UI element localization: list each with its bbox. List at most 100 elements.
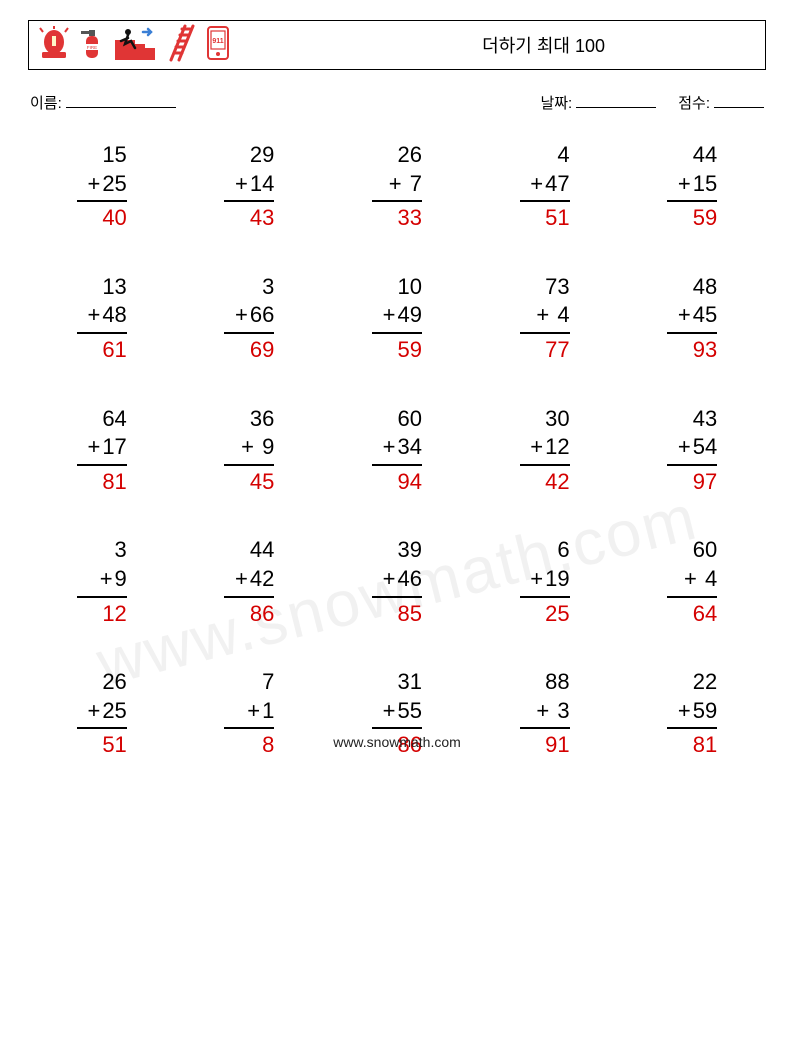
problem: 48+4593: [667, 273, 717, 365]
problem: 39+4685: [372, 536, 422, 628]
problem-cell: 39+4685: [323, 536, 471, 628]
operand-bottom-row: + 4: [520, 301, 570, 334]
answer: 77: [545, 336, 569, 365]
operand-bottom: 54: [693, 433, 717, 462]
operand-bottom: 7: [404, 170, 422, 199]
operand-top: 60: [398, 405, 422, 434]
operand-bottom-row: +14: [224, 170, 274, 203]
answer: 45: [250, 468, 274, 497]
problem-cell: 6+1925: [471, 536, 619, 628]
operator: +: [87, 301, 100, 330]
problem: 43+5497: [667, 405, 717, 497]
operand-bottom-row: +17: [77, 433, 127, 466]
problem: 3+912: [77, 536, 127, 628]
operand-bottom-row: + 9: [224, 433, 274, 466]
operand-bottom: 55: [398, 697, 422, 726]
operand-bottom: 34: [398, 433, 422, 462]
problem: 73+ 477: [520, 273, 570, 365]
operand-bottom: 47: [545, 170, 569, 199]
operand-bottom: 25: [102, 170, 126, 199]
operand-bottom-row: +34: [372, 433, 422, 466]
problem: 26+ 733: [372, 141, 422, 233]
answer: 40: [102, 204, 126, 233]
problem-cell: 60+3494: [323, 405, 471, 497]
operand-bottom-row: +12: [520, 433, 570, 466]
operand-top: 13: [102, 273, 126, 302]
operand-top: 73: [545, 273, 569, 302]
problem-cell: 60+ 464: [618, 536, 766, 628]
problem-cell: 10+49 59: [323, 273, 471, 365]
operand-bottom-row: +46: [372, 565, 422, 598]
operator: +: [536, 697, 549, 726]
operand-bottom: 25: [102, 697, 126, 726]
problem: 10+49 59: [372, 273, 422, 365]
problem-cell: 43+5497: [618, 405, 766, 497]
answer: 33: [398, 204, 422, 233]
operator: +: [383, 433, 396, 462]
operand-top: 30: [545, 405, 569, 434]
operand-bottom: 19: [545, 565, 569, 594]
operator: +: [530, 170, 543, 199]
answer: 81: [102, 468, 126, 497]
answer: 93: [693, 336, 717, 365]
operand-top: 26: [102, 668, 126, 697]
answer: 64: [693, 600, 717, 629]
operator: +: [389, 170, 402, 199]
svg-text:FIRE: FIRE: [87, 45, 97, 50]
info-row: 이름: 날짜: 점수:: [28, 92, 766, 113]
operator: +: [87, 433, 100, 462]
problem: 15+2540: [77, 141, 127, 233]
answer: 25: [545, 600, 569, 629]
operand-top: 31: [398, 668, 422, 697]
answer: 51: [545, 204, 569, 233]
operator: +: [383, 565, 396, 594]
operand-bottom-row: +55: [372, 697, 422, 730]
operand-top: 60: [693, 536, 717, 565]
problem-cell: 73+ 477: [471, 273, 619, 365]
operator: +: [235, 170, 248, 199]
score-blank: [714, 93, 764, 108]
operand-bottom-row: +66: [224, 301, 274, 334]
operand-top: 10: [398, 273, 422, 302]
operand-top: 36: [250, 405, 274, 434]
problem-cell: 13+48 61: [28, 273, 176, 365]
problem: 13+48 61: [77, 273, 127, 365]
operand-bottom-row: +25: [77, 697, 127, 730]
alarm-icon: [39, 26, 69, 65]
operand-bottom: 48: [102, 301, 126, 330]
operand-bottom: 66: [250, 301, 274, 330]
operand-bottom-row: +9: [77, 565, 127, 598]
problem-cell: 15+2540: [28, 141, 176, 233]
answer: 12: [102, 600, 126, 629]
operator: +: [383, 301, 396, 330]
problem-cell: 44+4286: [176, 536, 324, 628]
operand-top: 3: [115, 536, 127, 565]
problem: 29+1443: [224, 141, 274, 233]
operand-bottom-row: +19: [520, 565, 570, 598]
problem: 64+1781: [77, 405, 127, 497]
operand-bottom: 42: [250, 565, 274, 594]
operator: +: [678, 170, 691, 199]
problems-grid: 15+254029+144326+ 7334+475144+155913+486…: [28, 141, 766, 760]
operand-bottom: 12: [545, 433, 569, 462]
fire-extinguisher-icon: FIRE: [79, 26, 105, 65]
problem: 60+ 464: [667, 536, 717, 628]
answer: 42: [545, 468, 569, 497]
operand-bottom-row: +42: [224, 565, 274, 598]
operator: +: [241, 433, 254, 462]
operand-bottom-row: + 3: [520, 697, 570, 730]
problem-cell: 26+ 733: [323, 141, 471, 233]
operand-top: 3: [262, 273, 274, 302]
operand-top: 43: [693, 405, 717, 434]
operator: +: [684, 565, 697, 594]
operand-top: 15: [102, 141, 126, 170]
answer: 59: [398, 336, 422, 365]
problem-cell: 30+1242: [471, 405, 619, 497]
worksheet-page: www.snowmath.com FIRE: [0, 0, 794, 1053]
operator: +: [383, 697, 396, 726]
operator: +: [87, 170, 100, 199]
operand-bottom: 49: [398, 301, 422, 330]
answer: 61: [102, 336, 126, 365]
operand-bottom-row: +25: [77, 170, 127, 203]
operator: +: [235, 565, 248, 594]
